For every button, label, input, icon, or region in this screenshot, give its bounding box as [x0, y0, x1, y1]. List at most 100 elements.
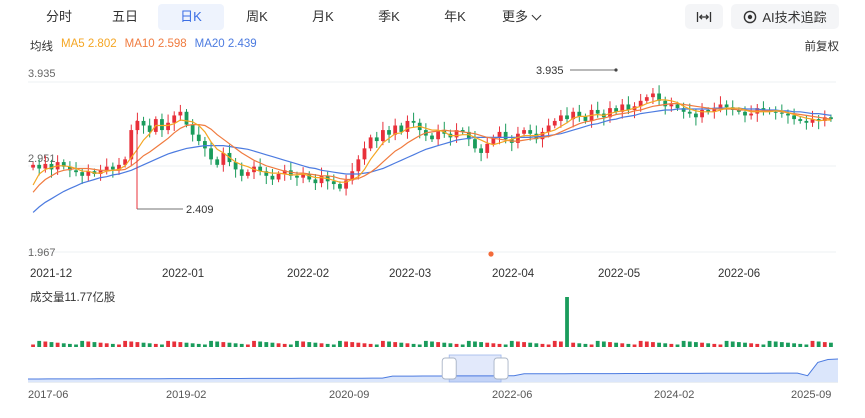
ai-tech-tracking-button[interactable]: AI技术追踪 [731, 4, 839, 29]
candle-body [172, 115, 177, 123]
candle-body [761, 108, 766, 110]
candle-body [436, 130, 441, 140]
volume-bar [270, 342, 275, 347]
candle-body [792, 115, 797, 120]
tab-monthly-k[interactable]: 月K [312, 9, 334, 24]
candle-body [779, 112, 784, 114]
x-tick-2022-03: 2022-03 [389, 268, 431, 280]
candle-body [43, 163, 48, 169]
ma-title: 均线 [30, 41, 53, 53]
navigator-right-handle[interactable] [493, 357, 509, 380]
candle-body [657, 93, 661, 101]
candle-body [479, 148, 484, 153]
time-navigator[interactable]: 2017-06 2019-02 2020-09 2022-06 2024-02 … [28, 354, 839, 401]
expand-horizontal-icon [696, 11, 712, 22]
tab-yearly-k[interactable]: 年K [444, 9, 466, 24]
volume-bar [552, 340, 557, 347]
volume-bar [331, 344, 336, 347]
volume-bar [411, 343, 416, 347]
candle-body [491, 137, 496, 144]
volume-bar [117, 344, 121, 347]
candle-body [638, 100, 643, 107]
volume-bar [534, 343, 539, 347]
volume-bar [86, 341, 91, 347]
tab-intraday[interactable]: 分时 [45, 9, 72, 24]
candle-body [295, 175, 299, 178]
price-adjust-selector[interactable]: 前复权 [804, 41, 840, 53]
volume-bar [546, 344, 551, 347]
tab-daily-k[interactable]: 日K [158, 4, 224, 30]
candle-body [528, 130, 533, 134]
volume-bar [632, 344, 637, 347]
volume-bar [233, 343, 238, 347]
candle-body [203, 141, 207, 149]
candle-body [166, 122, 170, 131]
candle-body [430, 135, 434, 140]
volume-bar [356, 342, 361, 347]
candle-body [675, 104, 680, 109]
nav-tick-2024-02: 2024-02 [654, 389, 694, 401]
volume-bar [694, 342, 698, 347]
volume-bar [43, 341, 48, 347]
target-icon [744, 10, 757, 23]
period-tabs: 分时 五日 日K 周K 月K 季K 年K 更多 [26, 4, 554, 30]
tab-quarterly-k[interactable]: 季K [378, 9, 400, 24]
volume-bar [135, 342, 140, 347]
candle-body [829, 117, 833, 120]
tab-weekly-k[interactable]: 周K [246, 9, 268, 24]
volume-bar [338, 340, 342, 347]
candle-body [473, 139, 477, 149]
ma10-value: MA10 2.598 [124, 38, 187, 50]
candle-body [399, 125, 404, 132]
volume-bar [724, 340, 729, 347]
candle-body [362, 148, 367, 160]
volume-bar [203, 344, 207, 347]
candle-body [614, 108, 619, 112]
candle-body [368, 137, 373, 149]
candle-body [61, 162, 66, 167]
candle-body [184, 111, 189, 125]
candle-body [810, 119, 815, 123]
navigator-selection[interactable] [448, 354, 502, 383]
candle-body [350, 171, 355, 181]
candle-body [620, 104, 625, 112]
candle-body [338, 184, 342, 189]
tab-five-day[interactable]: 五日 [111, 9, 138, 24]
tab-more[interactable]: 更多 [488, 4, 554, 30]
volume-bar [829, 342, 833, 347]
volume-bar [448, 343, 453, 347]
candle-body [558, 115, 563, 121]
navigator-left-handle[interactable] [441, 357, 457, 380]
volume-bar [282, 343, 287, 347]
volume-bar [491, 343, 496, 347]
expand-chart-button[interactable] [685, 4, 723, 29]
candle-body [466, 131, 471, 140]
nav-tick-2017-06: 2017-06 [28, 389, 68, 401]
volume-bar [749, 343, 754, 347]
x-tick-2022-04: 2022-04 [492, 268, 535, 280]
event-marker[interactable] [488, 251, 494, 257]
volume-bar [380, 340, 385, 347]
candle-body [608, 108, 612, 118]
candle-body [215, 159, 220, 165]
x-tick-2021-12: 2021-12 [30, 268, 72, 280]
volume-bar [589, 344, 594, 347]
volume-bar [822, 342, 827, 347]
y-tick-mid: 2.951 [28, 153, 56, 165]
volume-bar [540, 343, 545, 347]
volume-bar [663, 343, 668, 347]
volume-bar [657, 342, 661, 347]
candle-body [209, 148, 213, 160]
volume-bar [301, 341, 306, 347]
volume-bar [209, 340, 213, 347]
candle-body [712, 108, 717, 112]
volume-bar [313, 342, 318, 347]
volume-bar [503, 344, 508, 347]
candle-body [49, 163, 54, 170]
volume-bar [344, 341, 348, 347]
volume-bar [595, 340, 600, 347]
candle-body [411, 120, 416, 123]
volume-bar [755, 343, 760, 347]
candle-body [147, 125, 152, 132]
